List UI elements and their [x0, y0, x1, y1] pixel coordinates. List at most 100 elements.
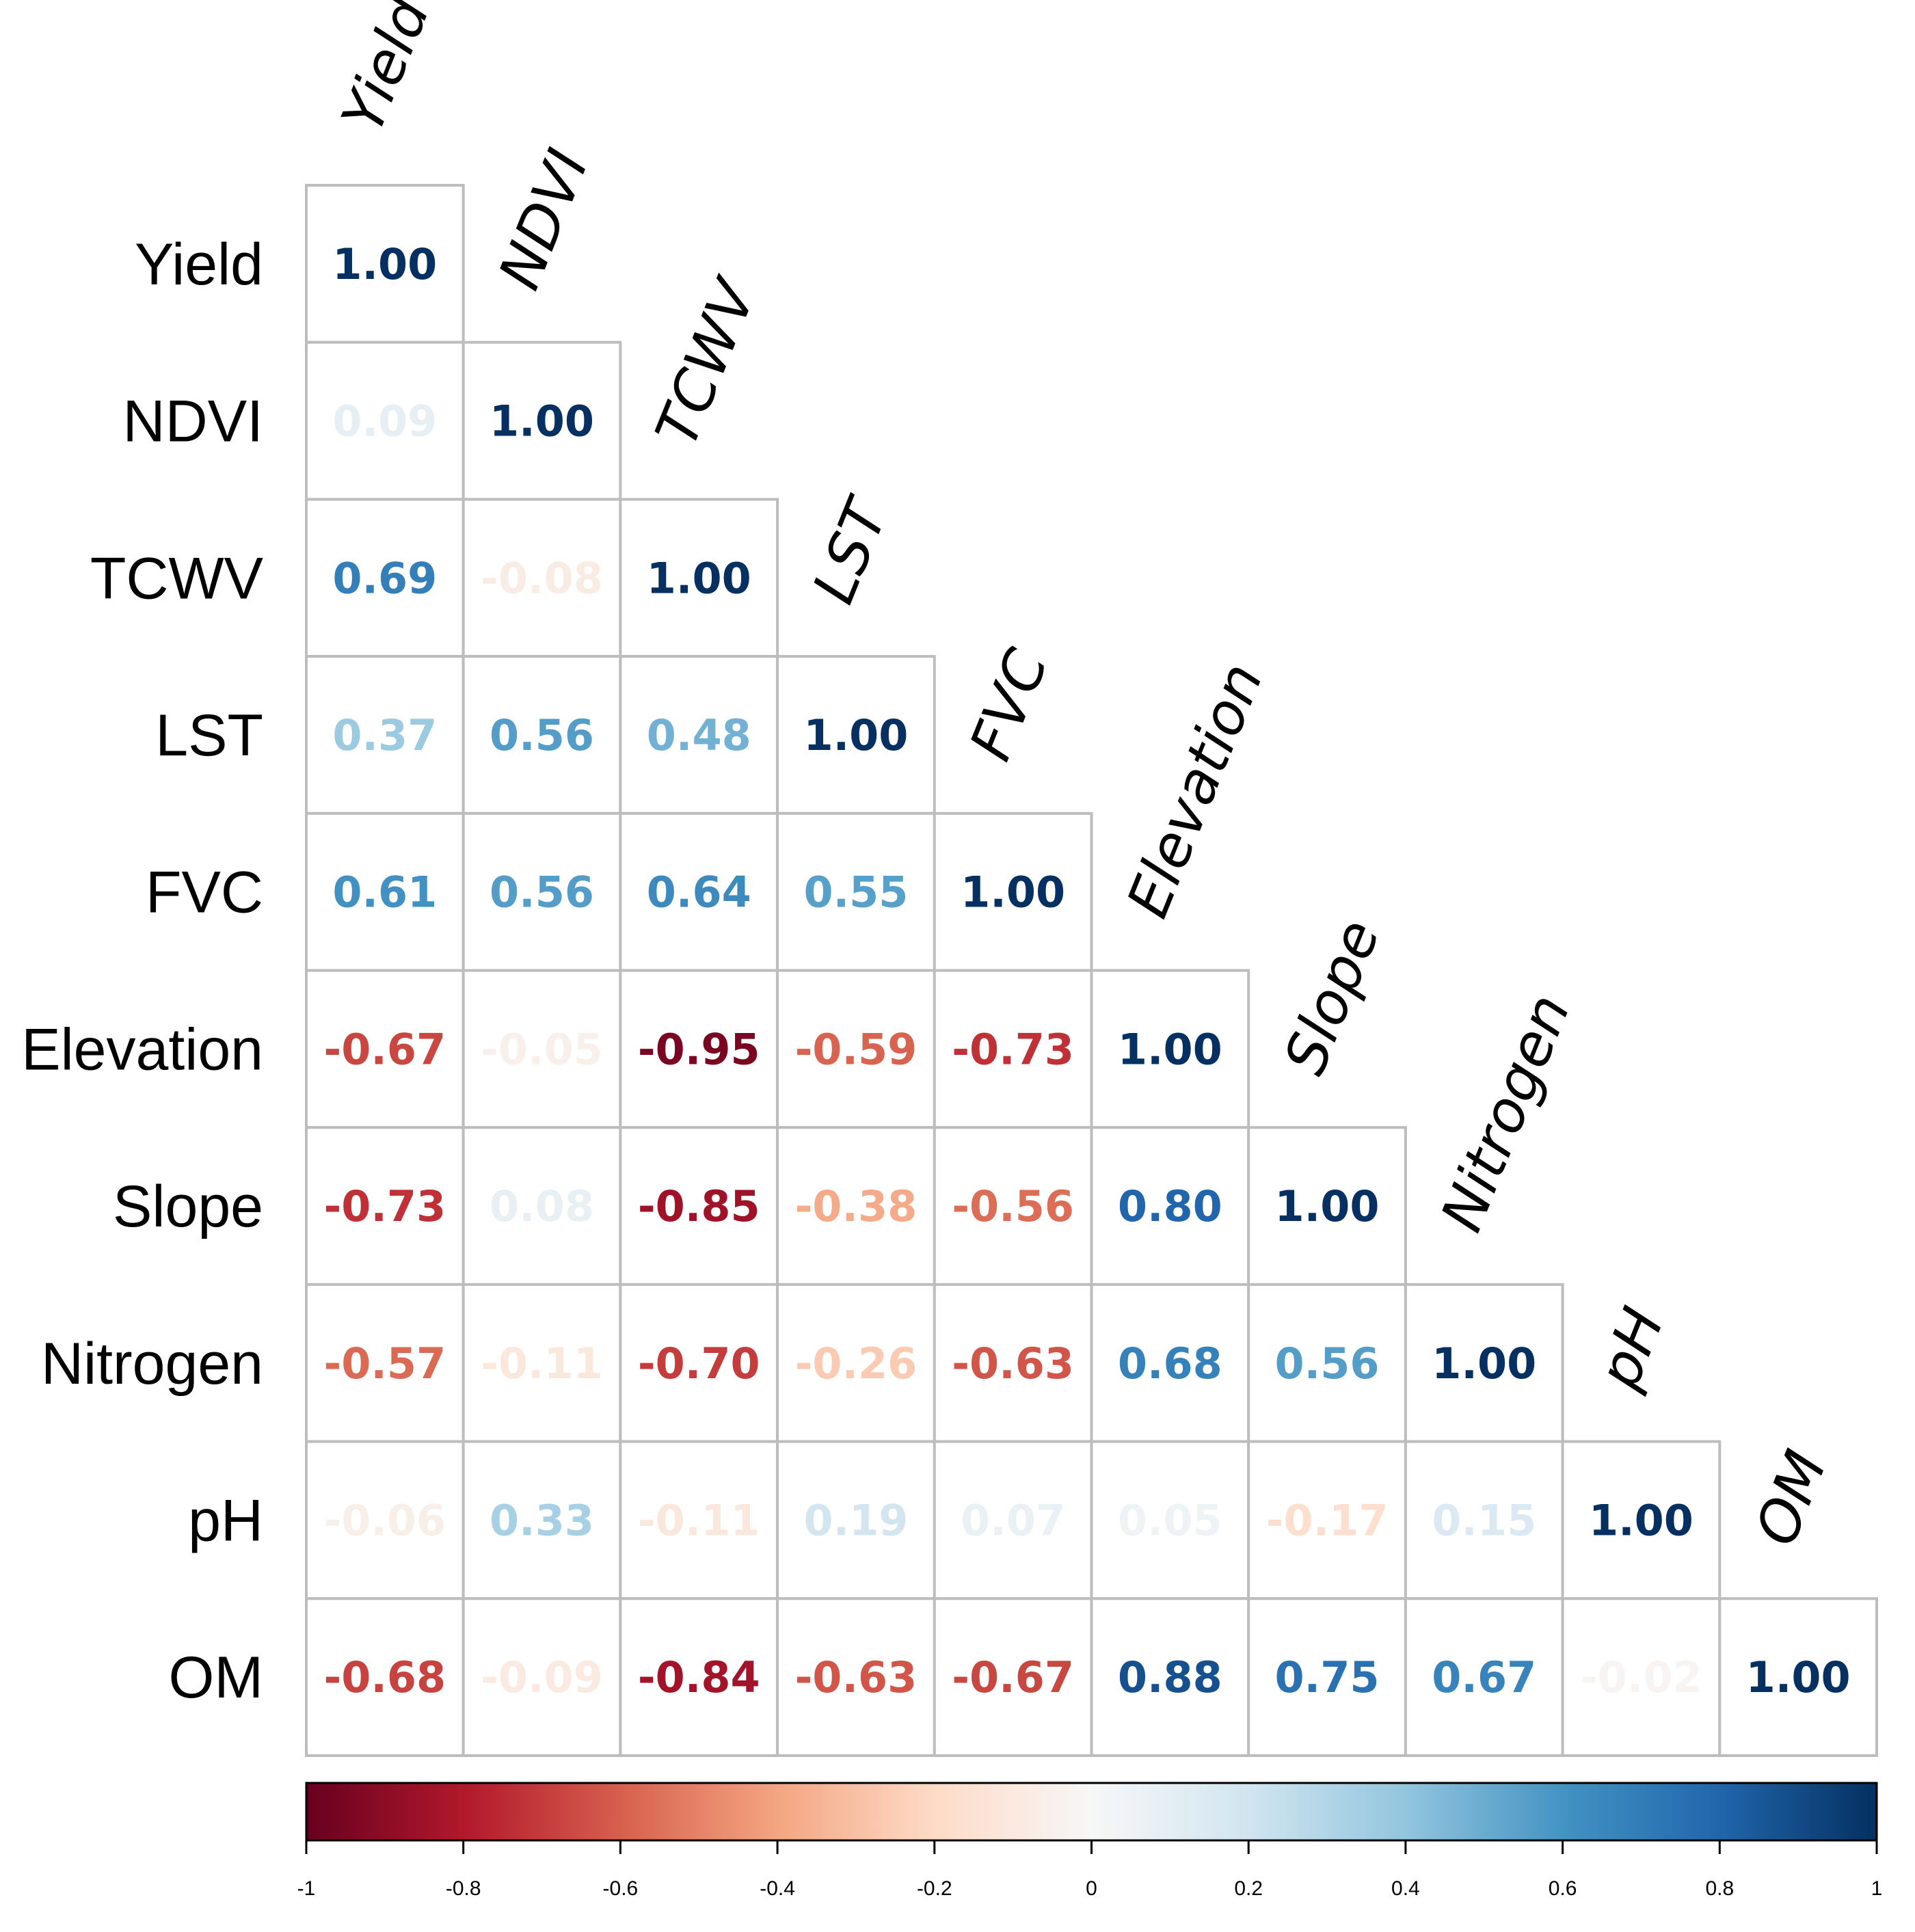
cell-value: 1.00	[1275, 1181, 1380, 1231]
cell-value: 0.33	[490, 1495, 594, 1545]
cell-pH-pH	[1561, 1440, 1722, 1600]
cell-value: -0.70	[638, 1339, 760, 1388]
colorbar-gradient	[305, 1782, 1878, 1842]
cell-Elevation-TCWV	[619, 969, 779, 1129]
cell-value: -0.02	[1580, 1652, 1702, 1702]
cell-value: 0.67	[1432, 1652, 1536, 1702]
row-label-LST: LST	[155, 703, 263, 768]
cell-OM-FVC	[933, 1597, 1093, 1758]
cell-OM-LST	[776, 1597, 936, 1758]
colorbar-tick-label: -0.8	[446, 1877, 481, 1900]
cell-value: 0.48	[647, 710, 751, 760]
cell-pH-Yield	[305, 1440, 465, 1600]
column-label-FVC: FVC	[956, 640, 1061, 769]
row-label-FVC: FVC	[146, 860, 263, 926]
cell-value: -0.06	[323, 1495, 446, 1545]
cell-pH-TCWV	[619, 1440, 779, 1600]
cell-LST-NDVI	[461, 655, 622, 815]
cell-value: -0.08	[481, 553, 603, 603]
cell-value: -0.57	[323, 1339, 446, 1388]
cell-value: 0.80	[1118, 1181, 1222, 1231]
column-label-Slope: Slope	[1271, 911, 1393, 1084]
cell-value: 0.56	[490, 868, 594, 917]
colorbar-tick-label: 0.2	[1234, 1877, 1263, 1900]
cell-value: -0.67	[323, 1024, 446, 1074]
cell-value: -0.17	[1266, 1495, 1389, 1545]
cell-value: 0.08	[490, 1181, 594, 1231]
cell-OM-Elevation	[1090, 1597, 1250, 1758]
cell-value: -0.73	[952, 1024, 1074, 1074]
column-label-LST: LST	[800, 487, 902, 612]
cell-value: 0.09	[332, 397, 437, 446]
cell-value: -0.73	[323, 1181, 446, 1231]
cell-Slope-LST	[776, 1126, 936, 1286]
matrix-cells: 1.00 0.09 1.00 0.69 -0.08 1.00 0.37 0.56 0.48 1.0…	[305, 184, 1879, 1758]
cell-LST-LST	[776, 655, 936, 815]
column-label-OM: OM	[1742, 1442, 1840, 1555]
cell-Elevation-NDVI	[461, 969, 622, 1129]
column-label-Nitrogen: Nitrogen	[1428, 985, 1583, 1241]
cell-FVC-NDVI	[461, 811, 622, 972]
cell-Yield-Yield	[305, 184, 465, 344]
colorbar	[305, 1782, 1878, 1842]
colorbar-ticks: -1 -0.8 -0.6 -0.4 -0.2 0 0.2 0.4 0.6 0.8 1	[297, 1840, 1882, 1900]
cell-value: -0.85	[638, 1181, 760, 1231]
cell-NDVI-NDVI	[461, 340, 622, 501]
cell-OM-Nitrogen	[1404, 1597, 1564, 1758]
colorbar-tick-label: -1	[297, 1877, 316, 1900]
cell-Slope-Slope	[1247, 1126, 1407, 1286]
cell-value: 1.00	[1746, 1652, 1851, 1702]
cell-Elevation-LST	[776, 969, 936, 1129]
cell-value: 0.05	[1118, 1495, 1222, 1545]
cell-value: 1.00	[803, 710, 908, 760]
cell-Nitrogen-TCWV	[619, 1283, 779, 1443]
cell-value: -0.63	[952, 1339, 1074, 1388]
cell-value: 1.00	[490, 397, 594, 446]
row-label-Nitrogen: Nitrogen	[41, 1331, 263, 1397]
cell-value: -0.05	[481, 1024, 603, 1074]
cell-OM-Yield	[305, 1597, 465, 1758]
cell-Nitrogen-Nitrogen	[1404, 1283, 1564, 1443]
colorbar-tick-label: 0.6	[1549, 1877, 1577, 1900]
column-label-NDVI: NDVI	[485, 140, 601, 298]
cell-value: 1.00	[961, 868, 1065, 917]
cell-value: -0.84	[638, 1652, 760, 1702]
colorbar-tick-label: 0	[1086, 1877, 1097, 1900]
row-label-Elevation: Elevation	[21, 1017, 263, 1082]
cell-TCWV-TCWV	[619, 498, 779, 658]
cell-value: 0.55	[803, 868, 908, 917]
cell-value: 1.00	[1589, 1495, 1693, 1545]
cell-FVC-LST	[776, 811, 936, 972]
cell-NDVI-Yield	[305, 340, 465, 501]
column-label-TCWV: TCWV	[643, 268, 771, 455]
cell-value: 0.88	[1118, 1652, 1222, 1702]
cell-OM-NDVI	[461, 1597, 622, 1758]
cell-Nitrogen-Yield	[305, 1283, 465, 1443]
row-label-NDVI: NDVI	[123, 389, 263, 455]
cell-value: -0.59	[795, 1024, 918, 1074]
cell-Elevation-FVC	[933, 969, 1093, 1129]
cell-value: -0.68	[323, 1652, 446, 1702]
cell-value: -0.11	[481, 1339, 603, 1388]
cell-value: 0.37	[332, 710, 437, 760]
column-label-pH: pH	[1585, 1298, 1677, 1398]
column-label-Yield: Yield	[329, 0, 443, 141]
cell-pH-LST	[776, 1440, 936, 1600]
cell-value: 1.00	[1432, 1339, 1536, 1388]
cell-value: -0.67	[952, 1652, 1074, 1702]
cell-value: -0.56	[952, 1181, 1074, 1231]
cell-Slope-NDVI	[461, 1126, 622, 1286]
colorbar-tick-label: -0.6	[603, 1877, 639, 1900]
cell-Elevation-Yield	[305, 969, 465, 1129]
row-labels: Yield NDVI TCWV LST FVC Elevation Slope Nitroge…	[21, 232, 263, 1710]
column-label-Elevation: Elevation	[1114, 654, 1276, 926]
cell-value: 0.75	[1275, 1652, 1380, 1702]
colorbar-tick-label: -0.4	[760, 1877, 795, 1900]
cell-pH-Slope	[1247, 1440, 1407, 1600]
cell-value: 1.00	[332, 239, 437, 289]
colorbar-tick-label: 0.4	[1391, 1877, 1420, 1900]
cell-value: -0.26	[795, 1339, 918, 1388]
cell-value: 0.68	[1118, 1339, 1222, 1388]
cell-value: 0.56	[1275, 1339, 1380, 1388]
